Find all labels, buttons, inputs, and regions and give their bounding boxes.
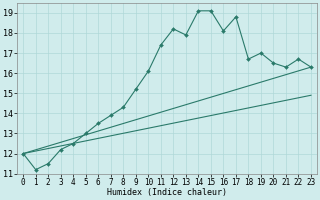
X-axis label: Humidex (Indice chaleur): Humidex (Indice chaleur) xyxy=(107,188,227,197)
